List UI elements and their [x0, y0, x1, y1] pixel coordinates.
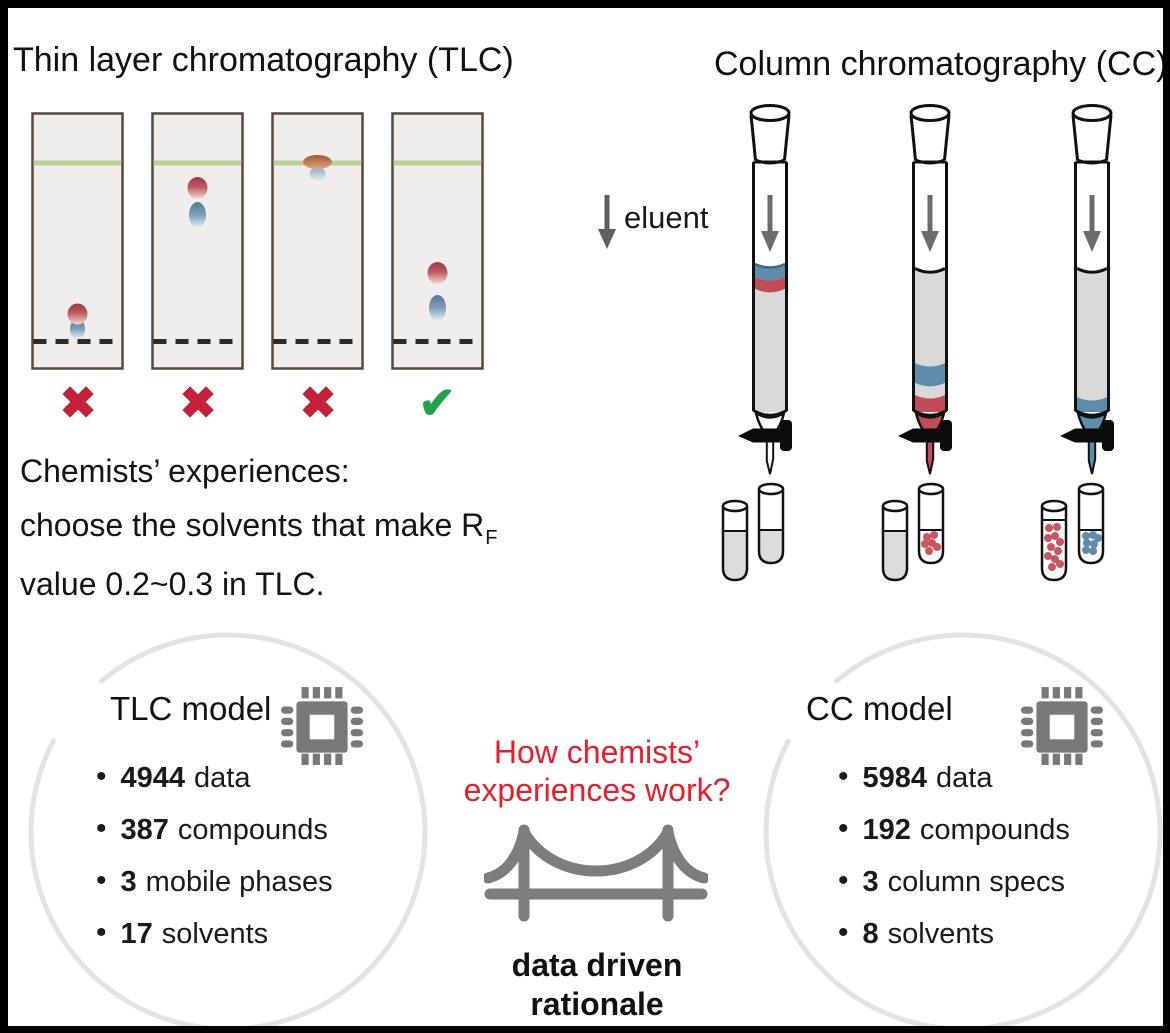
experience-line-1: Chemists’ experiences: [20, 453, 350, 489]
tlc-plate-low-spots [31, 112, 124, 370]
eluent-label: eluent [624, 200, 709, 235]
test-tube-plain [881, 499, 909, 582]
stopcock-valve [1060, 428, 1104, 443]
tlc-plate-high-spots [151, 112, 244, 370]
central-question: How chemists’ experiences work? [427, 733, 767, 809]
verdict-mark-4: ✔ [418, 379, 456, 428]
sample-spots [67, 303, 88, 339]
sample-spots [303, 155, 332, 181]
tlc-model-circle [28, 632, 428, 1032]
frame-border-bottom [0, 1026, 1170, 1033]
test-tube-blue-fractions [1077, 482, 1105, 565]
caption-line-2: rationale [530, 986, 664, 1022]
tlc-section-title: Thin layer chromatography (TLC) [13, 41, 514, 79]
column-mouth [749, 104, 791, 122]
sample-spots [427, 262, 448, 321]
frame-border-top [0, 0, 1170, 8]
column-chromatography-illustration [721, 104, 1114, 582]
frame-border-right [1163, 0, 1170, 1033]
experience-line-2: choose the solvents that make RF [20, 507, 498, 549]
question-line-1: How chemists’ [493, 734, 701, 770]
test-tube-plain [757, 482, 785, 565]
tlc-model-title: TLC model [110, 690, 272, 727]
tlc-plate-front-spots [271, 112, 364, 370]
flow-arrow-icon [767, 195, 773, 233]
chemists-experience-text: Chemists’ experiences: choose the solven… [20, 444, 498, 611]
stopcock-valve [898, 428, 942, 443]
cc-model-title: CC model [806, 690, 953, 727]
cc-column-start [738, 104, 792, 475]
caption-line-1: data driven [511, 947, 683, 983]
data-driven-caption: data driven rationale [427, 946, 767, 1024]
cc-section-title: Column chromatography (CC) [714, 45, 1168, 83]
cc-model-circle [763, 632, 1163, 1032]
column-mouth [1071, 104, 1113, 122]
eluent-legend: eluent [598, 194, 708, 250]
column-mouth [909, 104, 951, 122]
test-tube-plain [721, 499, 749, 582]
test-tube-red-fractions [1040, 499, 1068, 582]
tlc-plate-body [271, 112, 364, 370]
down-arrow-icon [598, 195, 616, 249]
flow-arrow-icon [927, 195, 933, 233]
cc-column-separating [898, 104, 952, 475]
question-line-2: experiences work? [463, 772, 731, 808]
verdict-mark-3: ✖ [299, 379, 337, 428]
cc-column-eluting-blue [1060, 104, 1114, 475]
chip-icon [281, 687, 363, 765]
flow-arrow-icon [1089, 195, 1095, 233]
tlc-plate-good-spots [391, 112, 484, 370]
frame-border-left [0, 0, 8, 1033]
stopcock-valve [738, 428, 782, 443]
bridge-icon [484, 824, 708, 922]
tlc-plate-body [151, 112, 244, 370]
test-tube-red-fractions [917, 482, 945, 565]
sample-spots [187, 177, 208, 228]
verdict-mark-1: ✖ [59, 379, 97, 428]
verdict-mark-2: ✖ [179, 379, 217, 428]
tlc-plate-body [391, 112, 484, 370]
experience-line-3: value 0.2~0.3 in TLC. [20, 566, 325, 602]
rf-subscript: F [485, 527, 498, 549]
